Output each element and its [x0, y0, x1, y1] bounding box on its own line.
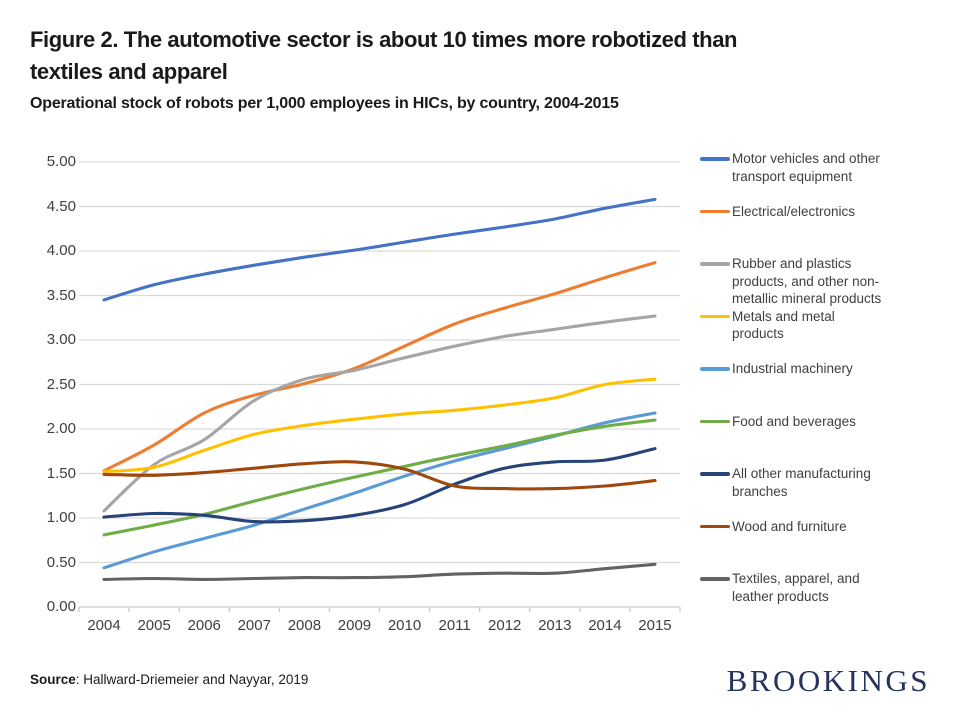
x-tick-label: 2012: [488, 617, 522, 634]
y-tick-label: 2.50: [46, 375, 76, 393]
legend-swatch-motor-vehicles-and-other: [700, 157, 730, 161]
y-tick-label: 4.00: [46, 242, 76, 259]
source-label: Source: [30, 672, 76, 687]
legend-swatch-rubber-and-plastics: [700, 262, 730, 266]
legend-label: Motor vehicles and other transport equip…: [732, 151, 880, 184]
legend-item-textiles-apparel-and: Textiles, apparel, and leather products: [700, 570, 932, 605]
figure-title: Figure 2. The automotive sector is about…: [30, 27, 738, 84]
x-tick-label: 2009: [337, 617, 372, 634]
legend-label: Wood and furniture: [732, 518, 847, 534]
series-line-motor-vehicles-and-other: [102, 197, 657, 302]
line-chart-plot-area: [78, 161, 681, 612]
figure-subtitle: Operational stock of robots per 1,000 em…: [30, 95, 619, 112]
legend-item-motor-vehicles-and-other: Motor vehicles and other transport equip…: [700, 150, 932, 185]
legend-label: All other manufacturing branches: [732, 466, 871, 499]
legend-swatch-metals-and-metal: [700, 314, 730, 318]
y-tick-label: 5.00: [46, 153, 76, 170]
y-tick-label: 4.50: [46, 197, 76, 215]
legend-swatch-all-other-manufacturing: [700, 472, 730, 476]
series-line-rubber-and-plastics: [102, 314, 657, 513]
series-line-wood-and-furniture: [102, 460, 657, 491]
legend-swatch-textiles-apparel-and: [700, 577, 730, 581]
x-tick-label: 2013: [538, 617, 572, 634]
x-tick-label: 2014: [588, 617, 622, 634]
legend-item-food-and-beverages: Food and beverages: [700, 413, 932, 431]
legend-label: Textiles, apparel, and leather products: [732, 571, 860, 604]
x-tick-label: 2011: [438, 617, 471, 634]
legend-label: Metals and metal products: [732, 308, 835, 342]
x-tick-label: 2010: [387, 617, 422, 634]
series-line-all-other-manufacturing: [102, 447, 657, 524]
y-tick-label: 1.50: [46, 464, 76, 482]
legend-swatch-industrial-machinery: [700, 367, 730, 371]
y-tick-label: 2.00: [46, 420, 76, 437]
source-note: Source: Hallward-Driemeier and Nayyar, 2…: [30, 672, 308, 687]
series-line-metals-and-metal: [102, 377, 657, 474]
y-tick-label: 1.00: [46, 509, 76, 526]
legend-swatch-wood-and-furniture: [700, 524, 730, 528]
series-line-electrical-electronics: [102, 261, 657, 473]
y-tick-label: 0.00: [46, 598, 76, 615]
legend-swatch-electrical-electronics: [700, 209, 730, 213]
legend-label: Rubber and plastics products, and other …: [732, 256, 882, 307]
x-tick-label: 2008: [287, 617, 322, 634]
series-line-textiles-apparel-and: [102, 562, 657, 581]
legend-label: Electrical/electronics: [732, 203, 856, 219]
legend-item-rubber-and-plastics: Rubber and plastics products, and other …: [700, 255, 932, 308]
legend-item-electrical-electronics: Electrical/electronics: [700, 203, 932, 221]
legend-swatch-food-and-beverages: [700, 419, 730, 423]
x-tick-label: 2007: [237, 617, 271, 634]
chart-legend: Motor vehicles and other transport equip…: [700, 0, 940, 660]
y-tick-label: 0.50: [46, 553, 76, 571]
x-tick-label: 2015: [638, 617, 672, 634]
y-tick-label: 3.50: [46, 286, 76, 304]
source-text: : Hallward-Driemeier and Nayyar, 2019: [75, 672, 309, 687]
x-tick-label: 2004: [87, 617, 121, 634]
legend-label: Industrial machinery: [732, 361, 853, 376]
x-tick-label: 2006: [187, 617, 221, 634]
legend-item-wood-and-furniture: Wood and furniture: [700, 518, 932, 536]
legend-item-metals-and-metal: Metals and metal products: [700, 308, 932, 343]
x-tick-label: 2005: [137, 617, 171, 634]
legend-item-all-other-manufacturing: All other manufacturing branches: [700, 465, 932, 500]
legend-item-industrial-machinery: Industrial machinery: [700, 360, 932, 378]
brookings-logo: BROOKINGS: [726, 663, 930, 698]
legend-label: Food and beverages: [732, 413, 856, 429]
y-tick-label: 3.00: [46, 331, 76, 348]
series-line-industrial-machinery: [102, 411, 657, 570]
